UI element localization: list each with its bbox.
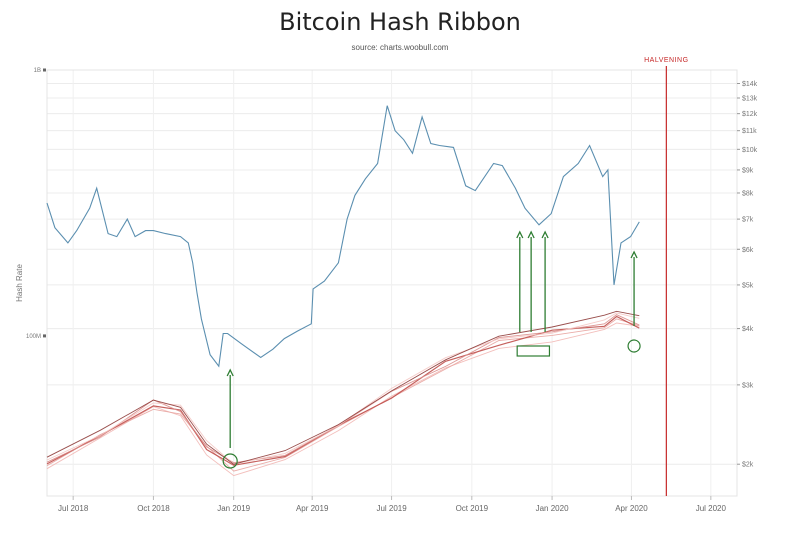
hash-ribbon xyxy=(46,310,640,477)
price-tick-label: $6k xyxy=(742,247,754,254)
hash-ribbon-line xyxy=(46,322,640,477)
buy-signal-arrowhead xyxy=(541,230,549,239)
hash-tick-marker xyxy=(43,334,46,338)
axes xyxy=(43,66,740,500)
buy-signal-arrowhead xyxy=(226,368,234,377)
signal-circle xyxy=(627,339,641,353)
date-tick-label: Jul 2020 xyxy=(696,504,727,513)
date-tick-label: Oct 2019 xyxy=(456,504,489,513)
date-tick-label: Jul 2019 xyxy=(376,504,407,513)
price-tick-label: $13k xyxy=(742,95,758,102)
y-axis-label: Hash Rate xyxy=(15,264,24,302)
date-tick-label: Jan 2020 xyxy=(536,504,569,513)
price-tick-label: $4k xyxy=(742,326,754,333)
hash-ribbon-line xyxy=(46,314,640,464)
date-tick-label: Apr 2020 xyxy=(615,504,648,513)
price-tick-label: $7k xyxy=(742,217,754,224)
buy-signal-arrowhead xyxy=(516,230,524,239)
hash-ribbon-line xyxy=(46,315,640,466)
buy-signal-arrowhead xyxy=(527,230,535,239)
price-tick-label: $10k xyxy=(742,147,758,154)
price-tick-label: $9k xyxy=(742,167,754,174)
hash-tick-label: 1B xyxy=(34,68,41,74)
signal-circle xyxy=(222,453,238,469)
grid xyxy=(47,70,737,496)
price-tick-label: $5k xyxy=(742,282,754,289)
chart-title: Bitcoin Hash Ribbon xyxy=(279,8,521,36)
date-tick-label: Apr 2019 xyxy=(296,504,329,513)
chart-subtitle: source: charts.woobull.com xyxy=(351,43,449,52)
axis-labels: $14k $13k $12k $11k $10k $9k $8k $7k $6k $5k $4k $3… xyxy=(15,57,758,513)
hash-ribbon-line xyxy=(46,318,640,472)
buy-signals xyxy=(222,230,641,469)
price-series xyxy=(46,105,640,368)
price-tick-label: $11k xyxy=(742,128,757,135)
hash-ribbon-line xyxy=(46,310,640,465)
signal-box xyxy=(516,345,551,357)
hash-tick-label: 100M xyxy=(26,334,41,340)
price-line xyxy=(46,105,640,368)
date-tick-label: Oct 2018 xyxy=(137,504,170,513)
halvening-label: HALVENING xyxy=(644,57,688,64)
hash-tick-marker xyxy=(43,68,46,72)
price-tick-label: $14k xyxy=(742,81,758,88)
price-tick-label: $12k xyxy=(742,111,758,118)
price-tick-label: $3k xyxy=(742,382,754,389)
hash-ribbon-line xyxy=(46,312,640,465)
date-tick-label: Jan 2019 xyxy=(217,504,250,513)
date-tick-label: Jul 2018 xyxy=(58,504,89,513)
buy-signal-arrowhead xyxy=(630,250,638,259)
price-tick-label: $8k xyxy=(742,190,754,197)
price-tick-label: $2k xyxy=(742,462,754,469)
